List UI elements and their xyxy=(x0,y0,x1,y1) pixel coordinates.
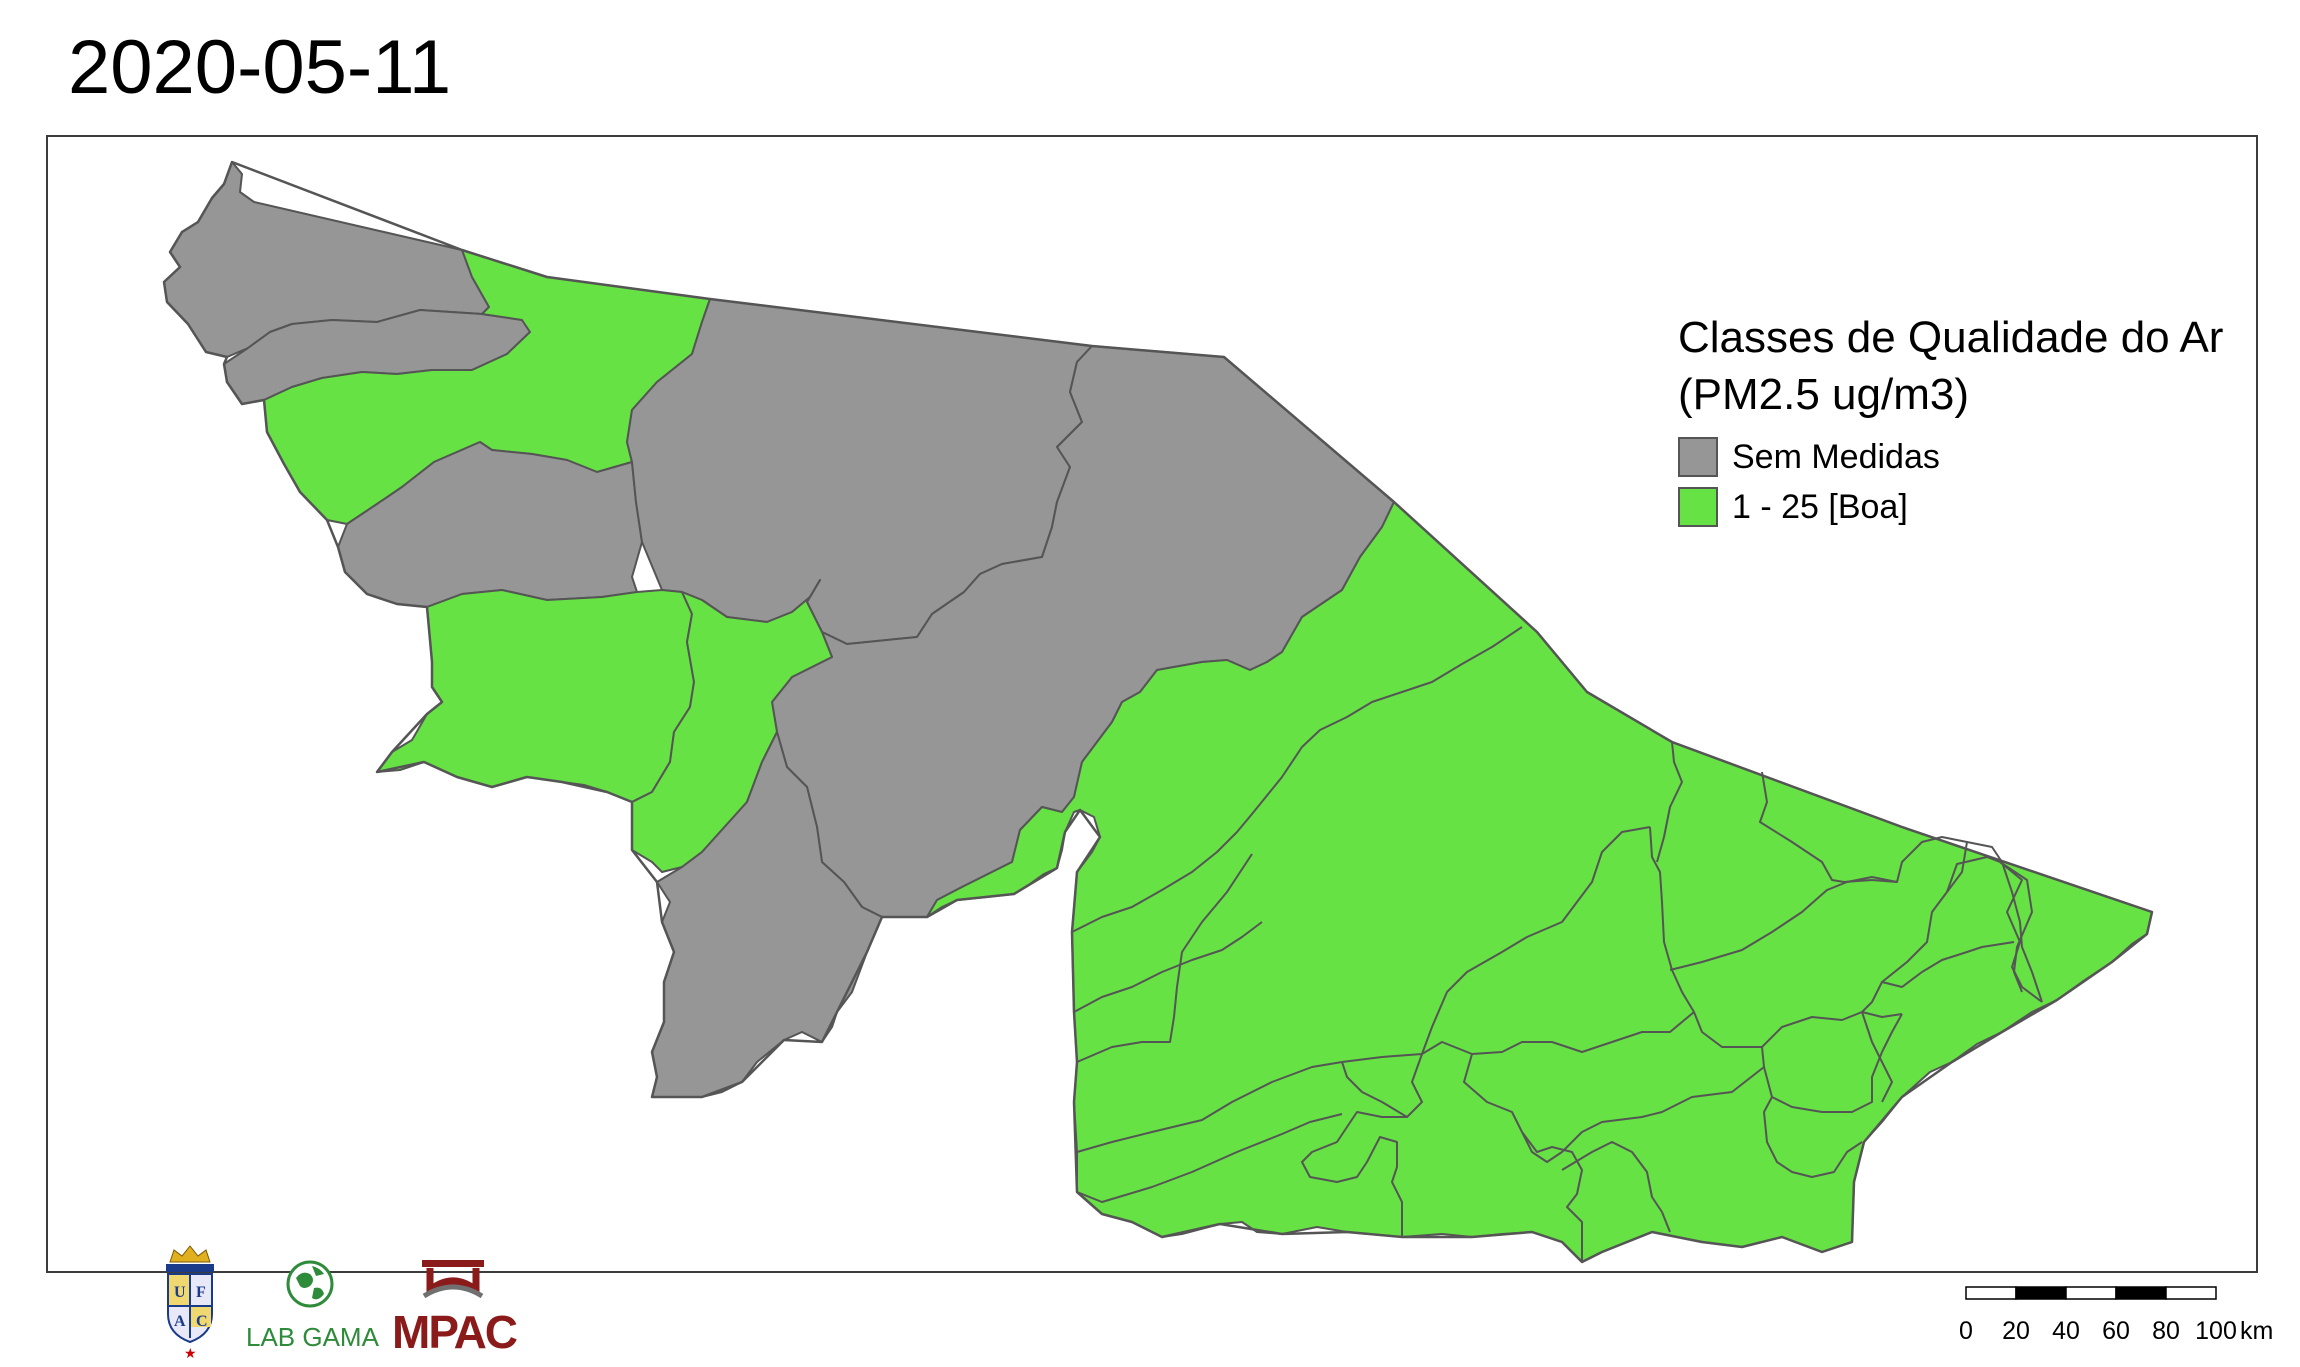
ufac-letter: F xyxy=(196,1284,206,1301)
legend-label-no-data: Sem Medidas xyxy=(1732,437,1940,476)
scale-tick-label: 40 xyxy=(2052,1317,2080,1345)
legend-swatch-good xyxy=(1678,487,1718,528)
boundary-line xyxy=(2001,861,2043,1003)
boundary-line xyxy=(1843,836,1968,1013)
legend-title: Classes de Qualidade do Ar xyxy=(1678,313,2224,362)
region-good-west-south xyxy=(376,589,695,803)
boundary-line xyxy=(1656,741,1683,863)
boundary-line xyxy=(1881,941,2015,988)
mpac-logo: MPAC xyxy=(392,1260,519,1358)
boundary-line xyxy=(1966,841,2003,863)
boundary-line xyxy=(1649,826,1903,1048)
scale-tick-label: 0 xyxy=(1959,1317,1973,1345)
ufac-logo: U F A C ★ xyxy=(166,1245,214,1362)
boundary-line xyxy=(1763,1096,1863,1178)
legend-label-good: 1 - 25 [Boa] xyxy=(1732,487,1908,526)
scale-tick-label: 20 xyxy=(2002,1317,2030,1345)
scale-tick-label: 100 xyxy=(2195,1317,2237,1345)
boundary-line xyxy=(1761,1013,1903,1113)
state-outline xyxy=(162,160,2154,1264)
boundary-line xyxy=(1073,921,1263,1013)
legend-item-no-data: Sem Medidas xyxy=(1678,437,2223,478)
boundary-line xyxy=(1561,1066,1765,1153)
map-canvas xyxy=(162,160,2154,1264)
lab-gama-logo: LAB GAMA xyxy=(246,1260,380,1352)
municipal-boundaries xyxy=(1071,626,2043,1262)
boundary-line xyxy=(1463,1053,1583,1262)
logos: U F A C ★ LAB GAMA MPAC xyxy=(166,1245,519,1362)
svg-text:★: ★ xyxy=(184,1346,197,1362)
ufac-letter: U xyxy=(174,1284,186,1301)
mpac-text: MPAC xyxy=(392,1306,517,1358)
scale-tick-label: 60 xyxy=(2102,1317,2130,1345)
scale-bar: 0 20 40 60 80 100 km xyxy=(1959,1277,2293,1367)
boundary-line xyxy=(1669,876,1898,971)
boundary-line xyxy=(1999,861,2033,993)
boundary-line xyxy=(1076,853,1253,1063)
boundary-line xyxy=(1521,1131,1563,1163)
boundary-line xyxy=(1076,1113,1343,1203)
map-frame: Classes de Qualidade do Ar (PM2.5 ug/m3)… xyxy=(46,135,2273,1362)
scale-tick-label: 80 xyxy=(2152,1317,2180,1345)
boundary-line xyxy=(1076,826,1651,1153)
boundary-line xyxy=(1861,1011,1893,1103)
legend-item-good: 1 - 25 [Boa] xyxy=(1678,487,2223,528)
map-date-title: 2020-05-11 xyxy=(68,25,452,110)
boundary-line xyxy=(1301,1053,1423,1237)
boundary-line xyxy=(1759,771,1845,883)
boundary-line xyxy=(1421,1011,1695,1055)
legend-subtitle: (PM2.5 ug/m3) xyxy=(1678,370,1969,420)
scale-unit: km xyxy=(2240,1317,2274,1345)
boundary-line xyxy=(1341,1061,1408,1118)
ufac-letter: C xyxy=(196,1313,208,1330)
legend: Classes de Qualidade do Ar (PM2.5 ug/m3)… xyxy=(1678,309,2224,528)
lab-gama-text: LAB GAMA xyxy=(246,1322,380,1352)
legend-swatch-no-data xyxy=(1678,437,1718,478)
boundary-line xyxy=(1071,626,1523,933)
boundary-line xyxy=(1561,1141,1671,1233)
ufac-letter: A xyxy=(174,1313,186,1330)
scale-bar-graphic xyxy=(1965,1286,2217,1300)
